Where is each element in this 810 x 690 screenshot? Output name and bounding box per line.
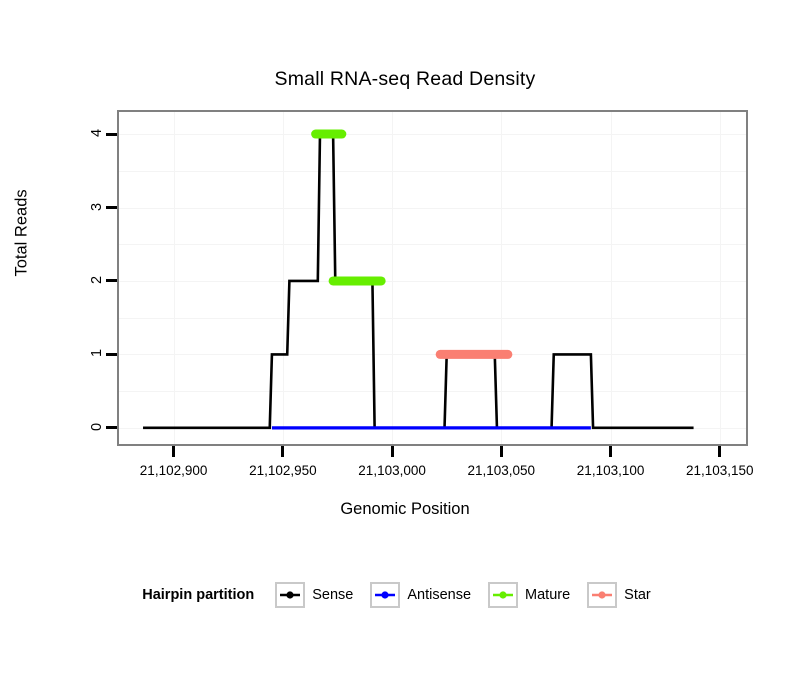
gridline-horizontal-minor bbox=[119, 244, 746, 246]
x-tick-label: 21,103,150 bbox=[686, 463, 754, 478]
y-tick-label: 2 bbox=[89, 275, 105, 284]
y-tick-mark bbox=[106, 206, 117, 209]
gridline-horizontal bbox=[119, 207, 746, 209]
y-tick-mark bbox=[106, 279, 117, 283]
gridline-horizontal bbox=[119, 354, 746, 356]
gridline-vertical bbox=[501, 112, 503, 444]
x-tick-mark bbox=[390, 446, 394, 457]
gridline-horizontal bbox=[119, 134, 746, 135]
legend-entry-antisense[interactable]: Antisense bbox=[370, 582, 471, 608]
gridline-vertical bbox=[610, 112, 612, 444]
y-tick-label: 4 bbox=[89, 128, 105, 138]
y-tick-label: 0 bbox=[89, 422, 105, 431]
data-series-layer bbox=[143, 129, 694, 430]
line-point-icon bbox=[592, 591, 613, 599]
plot-area bbox=[119, 112, 746, 444]
line-point-icon bbox=[493, 591, 514, 599]
legend: Hairpin partition Sense Antisense Mature St… bbox=[0, 582, 810, 608]
legend-label: Mature bbox=[525, 587, 571, 603]
x-tick-label: 21,103,000 bbox=[358, 463, 426, 478]
y-tick-label: 1 bbox=[89, 349, 105, 358]
legend-label: Sense bbox=[312, 587, 354, 603]
x-tick-mark bbox=[281, 446, 285, 457]
legend-title: Hairpin partition bbox=[142, 587, 255, 603]
legend-entry-star[interactable]: Star bbox=[587, 582, 651, 608]
gridline-horizontal-minor bbox=[119, 170, 746, 172]
line-point-icon bbox=[280, 591, 301, 599]
x-tick-label: 21,102,900 bbox=[139, 463, 208, 478]
x-axis-title: Genomic Position bbox=[340, 500, 470, 518]
y-tick-mark bbox=[106, 132, 117, 136]
gridline-vertical bbox=[282, 112, 284, 444]
legend-key-antisense bbox=[370, 582, 401, 608]
series-line-sense bbox=[143, 132, 694, 430]
y-tick-label: 3 bbox=[89, 202, 105, 211]
legend-key-sense bbox=[275, 582, 306, 608]
x-tick-label: 21,103,050 bbox=[467, 463, 536, 478]
plot-panel bbox=[117, 110, 748, 446]
x-tick-label: 21,102,950 bbox=[249, 463, 317, 478]
legend-entry-mature[interactable]: Mature bbox=[488, 582, 570, 608]
x-tick-label: 21,103,100 bbox=[576, 463, 645, 478]
gridline-horizontal-minor bbox=[119, 391, 746, 393]
gridline-vertical bbox=[392, 112, 394, 444]
legend-entry-sense[interactable]: Sense bbox=[275, 582, 353, 608]
x-tick-mark bbox=[172, 446, 176, 457]
chart-title: Small RNA-seq Read Density bbox=[274, 68, 536, 90]
y-tick-mark bbox=[106, 352, 117, 356]
legend-label: Star bbox=[624, 587, 651, 603]
line-point-icon bbox=[375, 591, 396, 599]
y-tick-mark bbox=[106, 426, 117, 430]
x-tick-mark bbox=[499, 446, 503, 457]
legend-key-star bbox=[587, 582, 618, 608]
gridline-horizontal bbox=[119, 280, 746, 282]
legend-label: Antisense bbox=[407, 587, 472, 603]
x-tick-mark bbox=[609, 446, 613, 457]
gridline-vertical bbox=[173, 112, 175, 444]
legend-key-mature bbox=[488, 582, 519, 608]
gridline-vertical bbox=[719, 112, 721, 444]
x-tick-mark bbox=[718, 446, 722, 457]
gridline-horizontal-minor bbox=[119, 317, 746, 319]
legend-entries: Sense Antisense Mature Star bbox=[275, 582, 668, 608]
